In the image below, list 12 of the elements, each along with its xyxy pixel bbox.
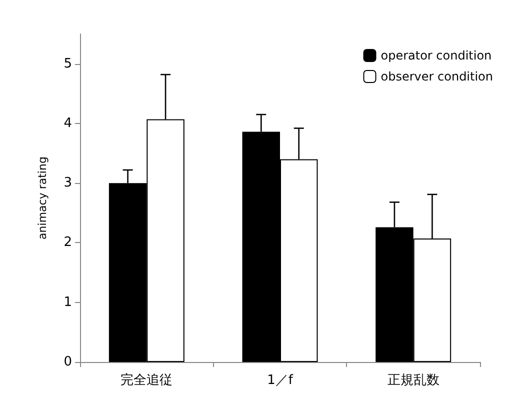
- y-tick-label: 2: [64, 235, 72, 250]
- y-tick-label: 1: [64, 294, 72, 310]
- y-axis-title: animacy rating: [36, 156, 49, 240]
- x-tick-label: 1／f: [267, 373, 294, 388]
- y-tick-label: 5: [64, 56, 72, 72]
- legend-label: observer condition: [380, 70, 494, 84]
- x-tick-label: 正規乱数: [387, 373, 440, 388]
- y-tick-label: 4: [64, 116, 72, 131]
- y-tick-label: 3: [64, 176, 72, 191]
- y-tick-label: 0: [64, 354, 72, 370]
- x-tick-label: 完全追従: [120, 372, 173, 388]
- legend-label: operator condition: [380, 48, 492, 62]
